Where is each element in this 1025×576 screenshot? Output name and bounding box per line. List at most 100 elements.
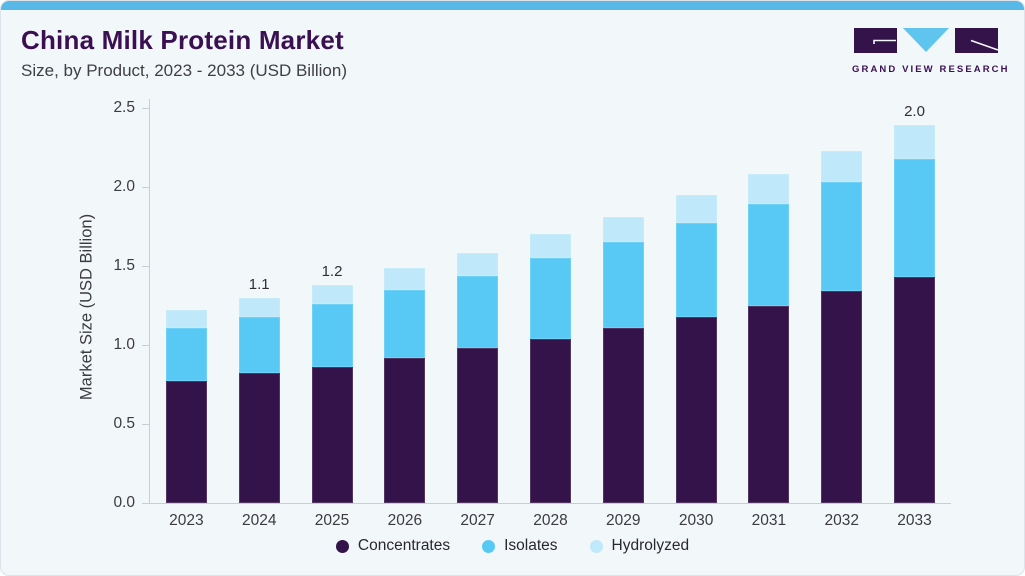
bar-segment-hydrolyzed	[457, 253, 499, 276]
bar-stack	[602, 217, 644, 503]
bar-group-2027: 2027	[441, 91, 514, 529]
page-subtitle: Size, by Product, 2023 - 2033 (USD Billi…	[21, 61, 347, 80]
bar-segment-concentrates	[529, 338, 571, 503]
y-tick-label: 0.0	[113, 494, 135, 511]
bar-value-label: 1.1	[248, 275, 270, 293]
bar-stack	[457, 253, 499, 503]
bar-segment-isolates	[529, 258, 571, 339]
x-tick-label: 2026	[387, 512, 423, 529]
bar-value-label: 1.2	[321, 262, 343, 280]
bar-segment-hydrolyzed	[384, 267, 426, 290]
x-tick-label: 2031	[751, 512, 787, 529]
bar-segment-concentrates	[384, 357, 426, 503]
bar-segment-hydrolyzed	[675, 195, 717, 224]
bar-segment-isolates	[457, 275, 499, 349]
y-tick-mark	[142, 502, 149, 504]
accent-top-bar	[1, 1, 1024, 10]
bar-stack	[238, 297, 280, 503]
legend-label: Isolates	[504, 537, 558, 554]
x-axis-line	[149, 503, 951, 504]
bar-stack	[165, 310, 207, 503]
bar-segment-hydrolyzed	[165, 310, 207, 328]
bar-segment-isolates	[602, 242, 644, 328]
bar-stack	[821, 150, 863, 503]
grand-view-research-logo: GRAND VIEW RESEARCH	[852, 27, 1010, 75]
bar-stack	[384, 267, 426, 503]
y-tick-label: 1.5	[113, 257, 135, 274]
bar-segment-concentrates	[602, 327, 644, 503]
bar-stack	[675, 195, 717, 503]
legend-dot-icon	[482, 539, 496, 553]
x-tick-label: 2023	[169, 512, 204, 529]
bar-segment-concentrates	[165, 381, 207, 503]
bar-segment-hydrolyzed	[311, 284, 353, 304]
x-tick-label: 2033	[897, 512, 932, 529]
bar-segment-concentrates	[311, 367, 353, 503]
x-tick-label: 2029	[606, 512, 641, 529]
bar-segment-concentrates	[894, 277, 936, 503]
bar-segment-concentrates	[457, 348, 499, 503]
legend-label: Hydrolyzed	[611, 537, 690, 554]
y-tick-mark	[142, 423, 149, 425]
bar-segment-hydrolyzed	[602, 217, 644, 243]
bar-group-2029: 2029	[587, 91, 660, 529]
x-tick-label: 2024	[241, 512, 277, 529]
bar-stack	[748, 174, 790, 503]
page-title: China Milk Protein Market	[21, 25, 344, 55]
x-tick-label: 2028	[533, 512, 568, 529]
bar-segment-concentrates	[821, 291, 863, 503]
x-tick-label: 2030	[678, 512, 714, 529]
bar-group-2024: 1.1 2024	[223, 91, 296, 529]
bar-value-label: 2.0	[904, 103, 925, 121]
gvr-logo-icon	[854, 28, 999, 53]
bar-segment-isolates	[311, 303, 353, 368]
bar-group-2033: 2.0 2033	[878, 91, 951, 529]
bar-segment-hydrolyzed	[238, 297, 280, 317]
chart-legend: Concentrates Isolates Hydrolyzed	[1, 537, 1024, 555]
bar-segment-isolates	[675, 223, 717, 317]
header: China Milk Protein Market Size, by Produ…	[21, 25, 347, 81]
x-tick-label: 2025	[314, 512, 350, 529]
bar-group-2032: 2032	[805, 91, 878, 529]
bar-group-2023: 2023	[150, 91, 223, 529]
bar-segment-isolates	[894, 158, 936, 278]
y-axis-title: Market Size (USD Billion)	[77, 213, 96, 401]
bar-group-2025: 1.2 2025	[296, 91, 369, 529]
y-tick-mark	[142, 107, 149, 109]
bar-group-2028: 2028	[514, 91, 587, 529]
bar-segment-hydrolyzed	[529, 234, 571, 259]
bar-segment-concentrates	[748, 305, 790, 503]
legend-item-isolates: Isolates	[482, 537, 558, 555]
bar-segment-hydrolyzed	[748, 174, 790, 205]
legend-dot-icon	[589, 539, 603, 553]
y-axis-line	[149, 99, 150, 503]
logo-text: GRAND VIEW RESEARCH	[852, 64, 1010, 75]
bar-segment-isolates	[238, 316, 280, 374]
y-tick-label: 2.0	[113, 178, 135, 195]
y-tick-mark	[142, 344, 149, 346]
y-tick-label: 2.5	[113, 99, 135, 116]
legend-item-concentrates: Concentrates	[335, 537, 451, 555]
bar-stack	[894, 125, 936, 503]
bar-segment-isolates	[384, 289, 426, 358]
legend-item-hydrolyzed: Hydrolyzed	[589, 537, 690, 555]
bar-stack	[529, 234, 571, 503]
y-tick-label: 1.0	[113, 336, 135, 353]
bar-segment-isolates	[748, 204, 790, 306]
bar-group-2026: 2026	[368, 91, 441, 529]
y-tick-mark	[142, 186, 149, 188]
bar-group-2031: 2031	[733, 91, 806, 529]
bar-segment-isolates	[165, 327, 207, 382]
bar-segment-hydrolyzed	[821, 150, 863, 183]
y-tick-label: 0.5	[113, 415, 135, 432]
x-tick-label: 2032	[824, 512, 859, 529]
bar-segment-concentrates	[675, 316, 717, 503]
legend-label: Concentrates	[357, 537, 451, 554]
bar-segment-isolates	[821, 182, 863, 292]
bar-segment-hydrolyzed	[894, 125, 936, 159]
bar-group-2030: 2030	[660, 91, 733, 529]
bar-stack	[311, 284, 353, 503]
x-tick-label: 2027	[460, 512, 495, 529]
